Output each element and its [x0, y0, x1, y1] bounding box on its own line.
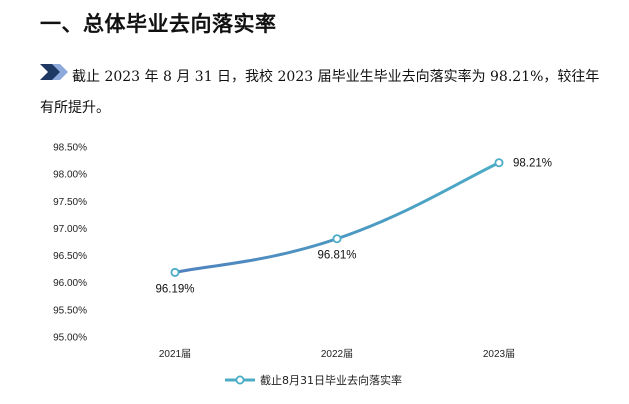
- data-label: 98.21%: [513, 158, 552, 170]
- y-tick-label: 98.50%: [53, 143, 87, 154]
- data-points: [170, 158, 504, 277]
- summary-paragraph: 截止 2023 年 8 月 31 日，我校 2023 届毕业生毕业去向落实率为 …: [40, 69, 600, 116]
- y-axis: 95.00% 95.50% 96.00% 96.50% 97.00% 97.50% 98.0…: [53, 143, 87, 344]
- legend: 截止8月31日毕业去向落实率: [225, 373, 402, 387]
- x-tick-label: 2022届: [321, 348, 353, 360]
- data-label: 96.81%: [317, 250, 356, 262]
- y-tick-label: 96.00%: [53, 278, 87, 289]
- x-axis: 2021届 2022届 2023届: [159, 348, 515, 360]
- legend-swatch-marker: [235, 375, 245, 385]
- y-tick-label: 95.50%: [53, 305, 87, 316]
- y-tick-label: 97.50%: [53, 197, 87, 208]
- y-tick-label: 97.00%: [53, 224, 87, 235]
- data-point: [332, 234, 342, 244]
- data-point: [170, 267, 180, 277]
- data-point: [494, 158, 504, 168]
- x-tick-label: 2023届: [483, 348, 515, 360]
- line-chart: 95.00% 95.50% 96.00% 96.50% 97.00% 97.50% 98.0…: [53, 143, 552, 388]
- double-chevron-icon: [40, 64, 68, 80]
- y-tick-label: 98.00%: [53, 170, 87, 181]
- y-tick-label: 95.00%: [53, 333, 87, 344]
- data-label: 96.19%: [155, 283, 194, 295]
- data-labels: 96.19% 96.81% 98.21%: [155, 158, 552, 296]
- x-tick-label: 2021届: [159, 348, 191, 360]
- y-tick-label: 96.50%: [53, 251, 87, 262]
- legend-label: 截止8月31日毕业去向落实率: [260, 373, 402, 387]
- section-heading: 一、总体毕业去向落实率: [40, 12, 277, 36]
